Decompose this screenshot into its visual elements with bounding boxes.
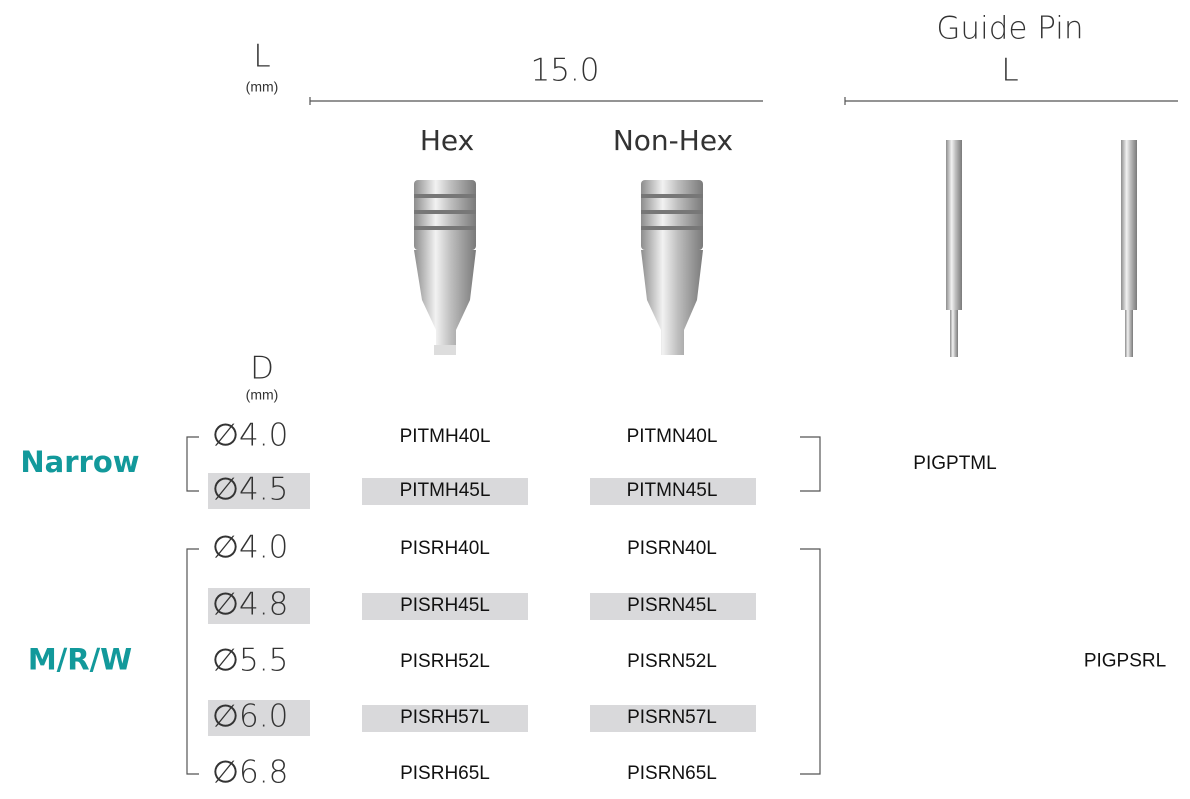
diameter: ∅6.0 bbox=[212, 699, 288, 735]
group-bracket bbox=[800, 436, 821, 492]
hex-code: PISRH57L bbox=[400, 707, 490, 728]
non-hex-code: PISRN57L bbox=[627, 707, 717, 728]
non-hex-code: PISRN45L bbox=[627, 595, 717, 616]
code-shade bbox=[590, 478, 756, 505]
diameter-shade bbox=[208, 700, 310, 736]
diameter-shade bbox=[208, 588, 310, 624]
length-value: 15.0 bbox=[530, 53, 599, 89]
hex-code: PISRH40L bbox=[400, 538, 490, 559]
hex-code: PISRH65L bbox=[400, 763, 490, 784]
guide-pin-rule bbox=[844, 97, 1178, 105]
code-shade bbox=[362, 593, 528, 620]
non-hex-abutment-image bbox=[641, 180, 703, 355]
code-shade bbox=[362, 478, 528, 505]
guide-pin-length: L bbox=[1001, 53, 1018, 89]
group-bracket bbox=[800, 548, 821, 775]
diameter: ∅4.0 bbox=[212, 530, 288, 566]
non-hex-code: PITMN45L bbox=[627, 480, 718, 501]
group-bracket bbox=[186, 548, 199, 775]
code-shade bbox=[590, 593, 756, 620]
diameter: ∅5.5 bbox=[212, 643, 288, 679]
diameter-shade bbox=[208, 473, 310, 509]
non-hex-code: PISRN52L bbox=[627, 651, 717, 672]
group-label: Narrow bbox=[20, 445, 139, 479]
diameter: ∅6.8 bbox=[212, 755, 288, 791]
guide-pin-code: PIGPTML bbox=[913, 453, 996, 474]
diameter: ∅4.8 bbox=[212, 587, 288, 623]
non-hex-code: PITMN40L bbox=[627, 426, 718, 447]
diameter-label: D bbox=[250, 351, 274, 387]
length-label: L bbox=[253, 39, 270, 75]
hex-code: PITMH40L bbox=[400, 426, 491, 447]
code-shade bbox=[362, 705, 528, 732]
column-header: Hex bbox=[420, 124, 474, 157]
hex-abutment-image bbox=[414, 180, 476, 355]
group-label: M/R/W bbox=[28, 643, 132, 677]
diameter: ∅4.0 bbox=[212, 418, 288, 454]
hex-code: PISRH52L bbox=[400, 651, 490, 672]
guide-pin-code: PIGPSRL bbox=[1084, 651, 1166, 672]
hex-code: PISRH45L bbox=[400, 595, 490, 616]
non-hex-code: PISRN65L bbox=[627, 763, 717, 784]
length-unit: (mm) bbox=[246, 79, 279, 95]
non-hex-code: PISRN40L bbox=[627, 538, 717, 559]
column-header: Non-Hex bbox=[613, 124, 733, 157]
diameter: ∅4.5 bbox=[212, 472, 288, 508]
guide-pin-title: Guide Pin bbox=[936, 11, 1083, 47]
hex-code: PITMH45L bbox=[400, 480, 491, 501]
code-shade bbox=[590, 705, 756, 732]
diameter-unit: (mm) bbox=[246, 387, 279, 403]
table-body: Narrow PIGPTML ∅4.0 PITMH40L PITMN40L ∅4.5 PIT… bbox=[20, 418, 1166, 791]
guide-pin-image bbox=[946, 140, 1137, 357]
group-bracket bbox=[186, 436, 199, 492]
length-rule bbox=[309, 97, 763, 105]
